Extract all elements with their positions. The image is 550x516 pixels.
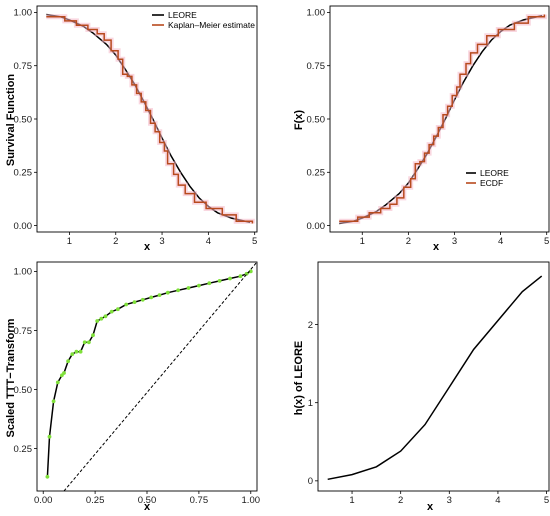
cdf-y-tick-label: 1.00 <box>307 8 326 19</box>
ttt-point <box>45 474 50 479</box>
ttt-point <box>66 359 70 364</box>
ttt-point <box>217 279 222 283</box>
cdf-legend: LEORE ECDF <box>466 168 509 188</box>
survival-plot-frame <box>36 5 258 233</box>
legend-label-ecdf: ECDF <box>480 178 503 188</box>
ttt-point <box>207 281 212 286</box>
survival-legend: LEORE Kaplan–Meier estimate <box>152 10 255 30</box>
ttt-point <box>87 340 91 345</box>
ttt-point <box>238 274 243 279</box>
ttt-point <box>99 316 104 321</box>
ttt-point <box>149 295 154 300</box>
hazard-y-tick-label: 2 <box>308 320 313 331</box>
hazard-y-tick-label: 0 <box>308 476 313 487</box>
ttt-point <box>186 286 191 290</box>
ttt-point <box>157 293 162 297</box>
cdf-plot-frame <box>329 5 550 233</box>
ttt-point <box>62 371 66 375</box>
ttt-point <box>124 302 129 307</box>
ttt-point <box>132 300 137 304</box>
ttt-point <box>51 399 56 404</box>
legend-label-leore: LEORE <box>168 10 197 20</box>
ttt-xlabel: x <box>144 501 151 513</box>
survival-y-tick-label: 0.75 <box>14 61 33 72</box>
survival-y-tick-label: 0.25 <box>14 168 33 179</box>
cdf-y-tick-label: 0.00 <box>307 221 326 232</box>
survival-x-tick-label: 1 <box>67 236 72 247</box>
hazard-plot-frame <box>317 261 550 492</box>
ttt-point <box>176 288 181 293</box>
hazard-x-tick-label: 1 <box>349 495 354 506</box>
ttt-point <box>78 349 83 354</box>
cdf-series-1-band <box>339 14 547 224</box>
survival-x-tick-label: 4 <box>206 236 211 247</box>
hazard-x-tick-label: 5 <box>544 495 549 506</box>
ttt-ylabel: Scaled TTT−Transform <box>5 318 17 437</box>
ttt-point <box>228 276 232 281</box>
ttt-y-tick-label: 0.25 <box>14 444 33 455</box>
cdf-x-tick-label: 2 <box>406 236 411 247</box>
ttt-series-0 <box>46 270 252 477</box>
cdf-x-tick-label: 4 <box>498 236 503 247</box>
survival-series-1-band <box>46 14 255 224</box>
survival-y-tick-label: 1.00 <box>14 8 33 19</box>
ttt-point <box>74 349 79 354</box>
survival-ylabel: Survival Function <box>5 74 17 167</box>
ttt-x-tick-label: 0.50 <box>138 495 157 506</box>
survival-y-tick-label: 0.00 <box>14 221 33 232</box>
cdf-x-tick-label: 3 <box>452 236 457 247</box>
survival-panel: Survival Function x LEORE Kaplan–Meier e… <box>5 5 258 253</box>
cdf-series-1 <box>339 14 546 223</box>
ttt-x-tick-label: 0.00 <box>34 495 53 506</box>
ttt-x-tick-label: 0.75 <box>190 495 209 506</box>
hazard-x-tick-label: 2 <box>398 495 403 506</box>
ttt-point <box>91 333 95 338</box>
legend-label-km: Kaplan–Meier estimate <box>168 20 255 30</box>
hazard-x-tick-label: 3 <box>447 495 452 506</box>
survival-x-tick-label: 5 <box>252 236 257 247</box>
ttt-point <box>116 307 120 312</box>
cdf-x-tick-label: 5 <box>544 236 549 247</box>
ttt-point <box>109 309 114 314</box>
survival-xlabel: x <box>144 241 151 253</box>
ttt-plot-frame <box>36 261 258 492</box>
cdf-xlabel: x <box>433 241 440 253</box>
ttt-y-tick-label: 0.75 <box>14 326 33 337</box>
survival-y-tick-label: 0.50 <box>14 114 33 125</box>
ttt-x-tick-label: 0.25 <box>86 495 105 506</box>
ttt-point <box>55 380 60 385</box>
survival-x-tick-label: 3 <box>159 236 164 247</box>
hazard-panel: h(x) of LEORE x 1 2 3 4 5 0 1 2 <box>293 261 550 513</box>
ttt-point <box>248 269 253 274</box>
ttt-point <box>47 434 52 439</box>
legend-label-leore: LEORE <box>480 168 509 178</box>
cdf-x-tick-label: 1 <box>360 236 365 247</box>
hazard-x-tick-label: 4 <box>495 495 500 506</box>
ttt-y-tick-label: 1.00 <box>14 267 33 278</box>
survival-x-tick-label: 2 <box>113 236 118 247</box>
ttt-point <box>82 340 87 345</box>
survival-series-1 <box>46 15 254 224</box>
hazard-series-0 <box>327 275 543 481</box>
ttt-point <box>70 352 75 356</box>
ttt-point <box>165 290 170 295</box>
cdf-panel: F(x) x LEORE ECDF 1 2 3 4 5 0.00 0.25 0.50 0.75 1… <box>293 5 550 253</box>
hazard-y-tick-label: 1 <box>308 398 313 409</box>
cdf-y-tick-label: 0.75 <box>307 61 326 72</box>
hazard-xlabel: x <box>427 501 434 513</box>
ttt-point <box>140 297 145 302</box>
ttt-panel: Scaled TTT−Transform x 0.00 0.25 0.50 0.75 1… <box>5 261 261 513</box>
ttt-point <box>95 319 100 323</box>
hazard-ylabel: h(x) of LEORE <box>293 341 305 416</box>
ttt-x-tick-label: 1.00 <box>242 495 261 506</box>
cdf-ylabel: F(x) <box>293 110 305 131</box>
ttt-point <box>197 283 201 288</box>
cdf-y-tick-label: 0.25 <box>307 168 326 179</box>
ttt-y-tick-label: 0.50 <box>14 385 33 396</box>
ttt-point <box>103 314 108 319</box>
cdf-y-tick-label: 0.50 <box>307 114 326 125</box>
